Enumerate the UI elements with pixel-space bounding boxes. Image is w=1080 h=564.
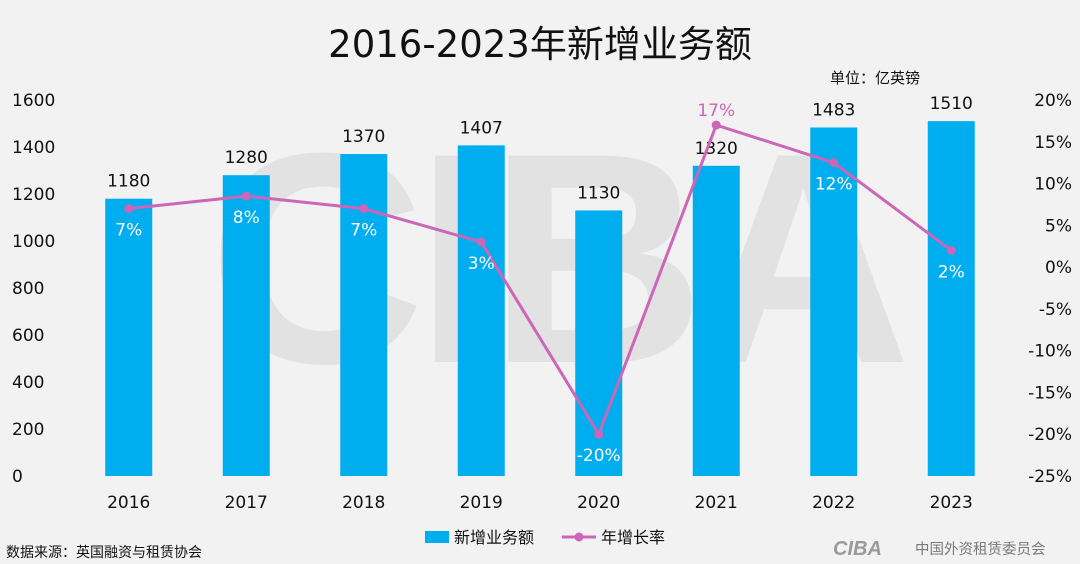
right-axis-tick-label: 0% [1045,258,1072,278]
bar-value-label: 1483 [812,100,855,120]
chart-title: 2016-2023年新增业务额 [328,23,752,66]
bar-2018 [340,154,388,477]
left-axis: 0 200 400 600 800 1000 1200 1400 1600 [12,91,55,487]
footer-logo-org: 中国外资租赁委员会 [915,541,1046,558]
x-axis-tick-label: 2019 [460,493,503,513]
right-axis-tick-label: 10% [1034,175,1072,195]
growth-rate-point [946,245,956,255]
growth-rate-point [359,204,369,214]
left-axis-tick-label: 1400 [12,138,55,158]
growth-rate-label: 7% [350,221,377,241]
left-axis-tick-label: 1000 [12,232,55,252]
legend: 新增业务额 年增长率 [425,528,665,547]
bar-value-label: 1407 [460,118,503,138]
bar-2023 [927,121,975,477]
growth-rate-label: -20% [577,446,621,466]
growth-rate-label: 3% [468,254,495,274]
left-axis-tick-label: 200 [12,420,44,440]
bar-value-label: 1180 [107,172,150,192]
growth-rate-label: 8% [233,208,260,228]
growth-rate-label: 12% [815,175,853,195]
left-axis-tick-label: 1600 [12,91,55,111]
growth-rate-point [241,191,251,201]
left-axis-tick-label: 800 [12,279,44,299]
bar-value-label: 1320 [695,139,738,159]
x-axis-tick-label: 2021 [695,493,738,513]
right-axis-tick-label: 5% [1045,216,1072,236]
source-note: 数据来源：英国融资与租赁协会 [6,544,202,561]
right-axis-tick-label: -5% [1039,300,1072,320]
x-axis-tick-label: 2023 [930,493,973,513]
growth-rate-label: 17% [697,101,735,121]
bar-2019 [457,145,505,477]
footer-logo-mark: CIBA [833,538,882,560]
bar-2021 [692,165,740,477]
bar-2022 [810,127,858,477]
left-axis-tick-label: 600 [12,326,44,346]
bar-value-label: 1510 [930,94,973,114]
right-axis: -25% -20% -15% -10% -5% 0% 5% 10% 15% 20% [1028,91,1072,487]
growth-rate-point [476,237,486,247]
bar-value-label: 1280 [225,148,268,168]
x-axis-tick-label: 2020 [577,493,620,513]
footer-logo: CIBA 中国外资租赁委员会 [833,538,1046,560]
plot-area: 1180 1280 1370 1407 1130 1320 1483 1510 7% 8% 7% 3%… [105,94,975,477]
growth-rate-point [711,120,721,130]
growth-rate-point [594,429,604,439]
growth-rate-label: 2% [938,262,965,282]
legend-swatch-marker [574,532,584,542]
watermark-logo: CIBA [208,90,906,426]
left-axis-tick-label: 0 [12,467,23,487]
x-axis-tick-label: 2017 [225,493,268,513]
right-axis-tick-label: -15% [1028,383,1072,403]
x-axis-tick-label: 2022 [812,493,855,513]
x-axis-tick-label: 2016 [107,493,150,513]
bar-2016 [105,198,153,476]
growth-rate-point [124,204,134,214]
right-axis-tick-label: -25% [1028,467,1072,487]
right-axis-tick-label: -10% [1028,342,1072,362]
unit-label: 单位：亿英镑 [830,69,920,87]
left-axis-tick-label: 1200 [12,185,55,205]
growth-rate-label: 7% [115,221,142,241]
bar-2017 [222,175,270,476]
bar-value-label: 1130 [577,183,620,203]
legend-swatch-bar [425,531,449,543]
legend-label-bar: 新增业务额 [454,528,534,547]
legend-label-line: 年增长率 [601,528,665,547]
x-axis: 2016 2017 2018 2019 2020 2021 2022 2023 [107,493,973,513]
left-axis-tick-label: 400 [12,373,44,393]
growth-rate-line [128,123,953,436]
bar-value-label: 1370 [342,127,385,147]
right-axis-tick-label: 20% [1034,91,1072,111]
x-axis-tick-label: 2018 [342,493,385,513]
right-axis-tick-label: -20% [1028,425,1072,445]
growth-rate-point [829,158,839,168]
right-axis-tick-label: 15% [1034,133,1072,153]
